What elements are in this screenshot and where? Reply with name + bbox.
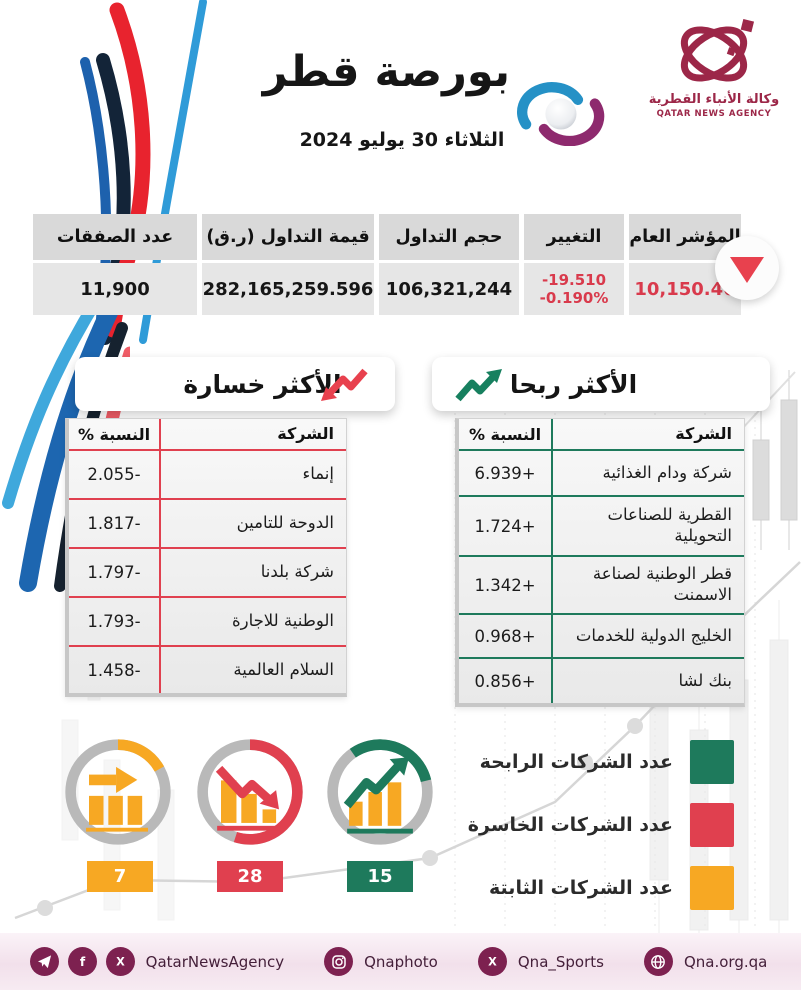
svg-text:f: f — [80, 955, 86, 969]
table-row-pct: +0.968 — [459, 615, 551, 659]
table-row-company: الخليج الدولية للخدمات — [551, 615, 744, 659]
table-row-company: الوطنية للاجارة — [159, 598, 346, 647]
table-row-company: قطر الوطنية لصناعة الاسمنت — [551, 557, 744, 615]
gaining-count-badge: 15 — [347, 861, 413, 892]
up-trend-arrow-icon — [455, 369, 502, 402]
x-sports-icon[interactable]: X — [477, 947, 507, 976]
summary-col-value: قيمة التداول (ر.ق) 282,165,259.596 — [202, 214, 374, 315]
gainers-col-pct: النسبة % — [459, 419, 551, 451]
handle-sports[interactable]: Qna_Sports — [517, 952, 604, 971]
losers-title-text: الأكثر خسارة — [183, 369, 342, 399]
counters-legend: عدد الشركات الرابحة عدد الشركات الخاسرة … — [420, 740, 734, 929]
summary-header: المؤشر العام — [629, 214, 741, 260]
qna-logo: وكالة الأنباء القطرية QATAR NEWS AGENCY — [648, 16, 780, 119]
stable-companies-icon — [65, 739, 171, 845]
down-triangle-icon — [730, 257, 764, 283]
qna-name-arabic: وكالة الأنباء القطرية — [648, 92, 780, 107]
change-percent: -0.190% — [539, 289, 609, 307]
stable-count-badge: 7 — [87, 861, 153, 892]
summary-header: التغيير — [524, 214, 624, 260]
legend-label: عدد الشركات الثابتة — [489, 877, 673, 899]
trades-value: 11,900 — [33, 263, 197, 315]
website-link[interactable]: Qna.org.qa — [683, 952, 768, 971]
table-row-company: إنماء — [159, 451, 346, 500]
table-row-pct: +1.724 — [459, 497, 551, 557]
table-row-company: الدوحة للتامين — [159, 500, 346, 549]
gainers-table: الشركة النسبة % شركة ودام الغذائية +6.93… — [455, 418, 745, 707]
handle-photo[interactable]: Qnaphoto — [364, 952, 438, 971]
gainers-panel-title: الأكثر ربحا — [432, 357, 770, 411]
losing-count-badge: 28 — [217, 861, 283, 892]
globe-icon[interactable] — [643, 947, 673, 976]
qna-name-english: QATAR NEWS AGENCY — [656, 109, 772, 119]
losers-panel-title: الأكثر خسارة — [75, 357, 395, 411]
summary-header: عدد الصفقات — [33, 214, 197, 260]
facebook-icon[interactable]: f — [67, 947, 97, 976]
summary-header: قيمة التداول (ر.ق) — [202, 214, 374, 260]
legend-label: عدد الشركات الخاسرة — [467, 814, 673, 836]
index-down-marker — [715, 236, 779, 300]
table-row-company: شركة ودام الغذائية — [551, 451, 744, 497]
social-footer: f X QatarNewsAgency Qnaphoto X Qna_Sport… — [0, 933, 801, 990]
handle-main[interactable]: QatarNewsAgency — [145, 952, 285, 971]
market-summary-table: المؤشر العام 10,150.46 التغيير -19.510 -… — [33, 214, 741, 315]
table-row-company: شركة بلدنا — [159, 549, 346, 598]
change-points: -19.510 — [541, 271, 607, 289]
gaining-companies-icon — [327, 739, 433, 845]
table-row-pct: +6.939 — [459, 451, 551, 497]
table-row-company: القطرية للصناعات التحويلية — [551, 497, 744, 557]
losers-col-company: الشركة — [159, 419, 346, 451]
losers-table: الشركة النسبة % إنماء -2.055 الدوحة للتا… — [65, 418, 347, 697]
legend-row-gainers: عدد الشركات الرابحة — [420, 740, 734, 784]
table-row-pct: +1.342 — [459, 557, 551, 615]
svg-text:X: X — [116, 956, 125, 969]
x-icon[interactable]: X — [105, 947, 135, 976]
losing-companies-icon — [197, 739, 303, 845]
red-square-icon — [690, 803, 734, 847]
page-title: بورصة قطر — [262, 47, 510, 97]
qna-emblem-icon — [680, 18, 755, 82]
legend-row-stable: عدد الشركات الثابتة — [420, 866, 734, 910]
summary-header: حجم التداول — [379, 214, 519, 260]
green-square-icon — [690, 740, 734, 784]
gainers-title-text: الأكثر ربحا — [509, 369, 638, 399]
legend-row-losers: عدد الشركات الخاسرة — [420, 803, 734, 847]
table-row-pct: -1.797 — [69, 549, 159, 598]
summary-col-trades: عدد الصفقات 11,900 — [33, 214, 197, 315]
summary-col-volume: حجم التداول 106,321,244 — [379, 214, 519, 315]
summary-col-change: التغيير -19.510 -0.190% — [524, 214, 624, 315]
summary-col-index: المؤشر العام 10,150.46 — [629, 214, 741, 315]
table-row-pct: -1.793 — [69, 598, 159, 647]
down-trend-arrow-icon — [321, 368, 368, 401]
bourse-logo-icon — [517, 82, 605, 146]
table-row-pct: -2.055 — [69, 451, 159, 500]
instagram-icon[interactable] — [324, 947, 354, 976]
losers-col-pct: النسبة % — [69, 419, 159, 451]
table-row-pct: -1.817 — [69, 500, 159, 549]
yellow-square-icon — [690, 866, 734, 910]
gainers-col-company: الشركة — [551, 419, 744, 451]
telegram-icon[interactable] — [29, 947, 59, 976]
svg-text:X: X — [488, 956, 497, 969]
change-value: -19.510 -0.190% — [524, 263, 624, 315]
table-row-company: السلام العالمية — [159, 647, 346, 693]
volume-value: 106,321,244 — [379, 263, 519, 315]
table-row-pct: +0.856 — [474, 671, 536, 691]
traded-value: 282,165,259.596 — [202, 263, 374, 315]
table-row-company: بنك لشا — [551, 659, 744, 703]
date: الثلاثاء 30 يوليو 2024 — [299, 129, 505, 151]
legend-label: عدد الشركات الرابحة — [479, 751, 673, 773]
table-row-pct: -1.458 — [87, 660, 141, 680]
